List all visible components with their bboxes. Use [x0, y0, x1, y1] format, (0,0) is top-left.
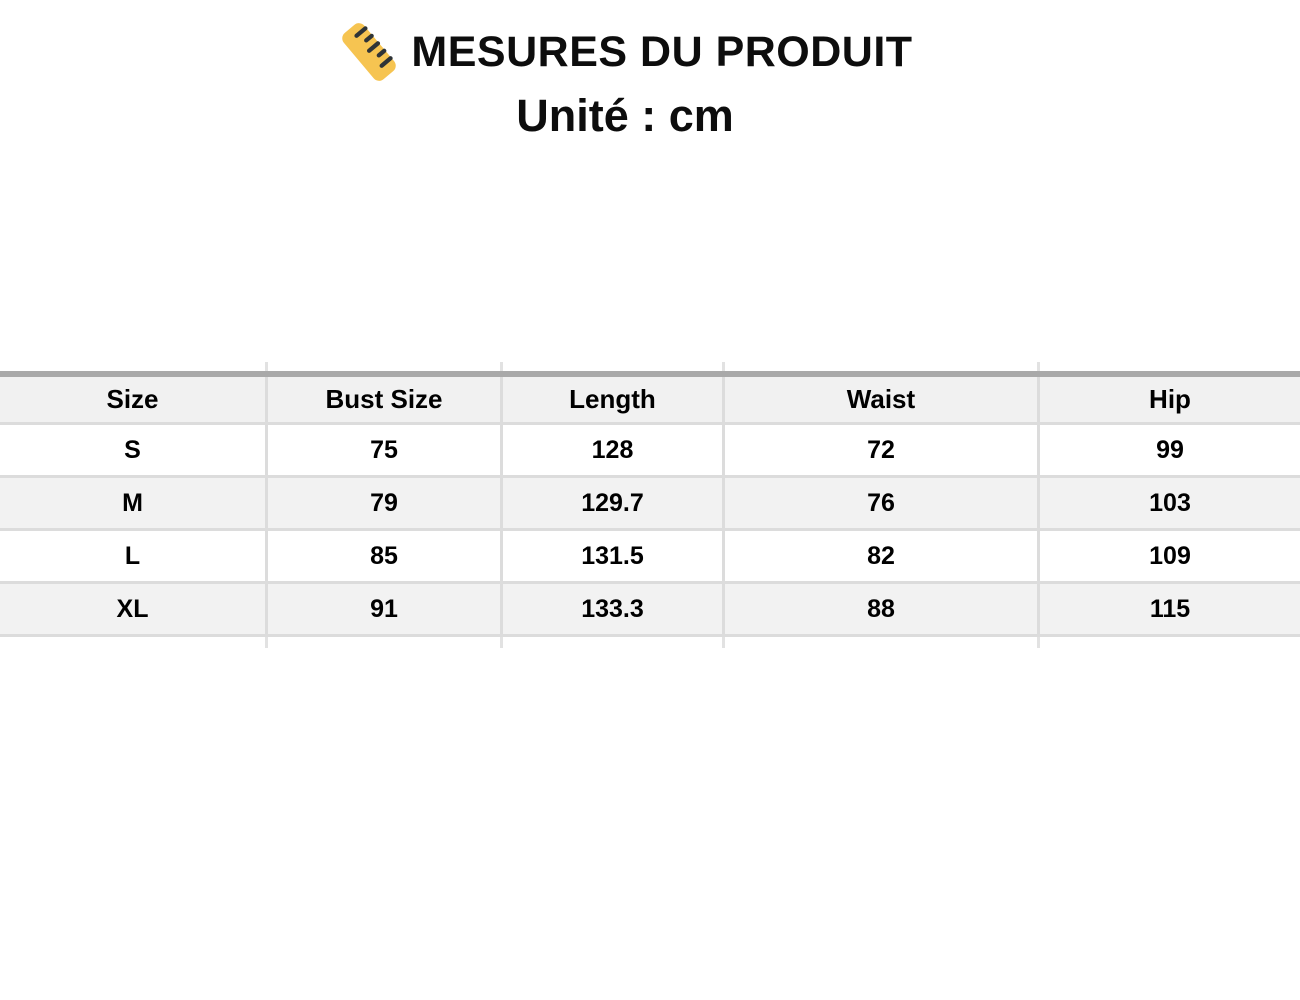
cell-waist: 76 — [722, 478, 1037, 528]
table-row-m: M 79 129.7 76 103 — [0, 478, 1300, 531]
cell-bust: 85 — [265, 531, 500, 581]
cell-length: 129.7 — [500, 478, 722, 528]
header-cell-waist: Waist — [722, 377, 1037, 422]
cell-waist: 72 — [722, 425, 1037, 475]
cell-bust: 79 — [265, 478, 500, 528]
cell-length: 133.3 — [500, 584, 722, 634]
cell-hip: 103 — [1037, 478, 1300, 528]
cell-length: 128 — [500, 425, 722, 475]
table-row-xl: XL 91 133.3 88 115 — [0, 584, 1300, 637]
cell-hip: 115 — [1037, 584, 1300, 634]
table-top-border — [0, 371, 1300, 377]
cell-waist: 82 — [722, 531, 1037, 581]
page-title: MESURES DU PRODUIT — [0, 20, 1275, 84]
cell-bust: 91 — [265, 584, 500, 634]
cell-size: XL — [116, 594, 149, 623]
header-cell-size: Size — [106, 384, 159, 414]
cell-hip: 109 — [1037, 531, 1300, 581]
cell-bust: 75 — [265, 425, 500, 475]
table-row-l: L 85 131.5 82 109 — [0, 531, 1300, 584]
size-table: Size Bust Size Length Waist Hip S 75 128… — [0, 362, 1300, 648]
table-cropped-row-top — [0, 362, 1300, 371]
cell-size: M — [122, 488, 143, 517]
table-header-row: Size Bust Size Length Waist Hip — [0, 377, 1300, 425]
header-cell-length: Length — [500, 377, 722, 422]
table-row-s: S 75 128 72 99 — [0, 425, 1300, 478]
ruler-icon — [337, 20, 401, 84]
header-cell-hip: Hip — [1037, 377, 1300, 422]
cell-length: 131.5 — [500, 531, 722, 581]
cell-size: S — [124, 435, 141, 464]
unit-subtitle: Unité : cm — [516, 90, 734, 141]
cell-waist: 88 — [722, 584, 1037, 634]
cell-size: L — [124, 541, 141, 570]
page-title-text: MESURES DU PRODUIT — [411, 27, 913, 76]
title-block: MESURES DU PRODUIT Unité : cm — [0, 20, 1275, 140]
header-cell-bust-size: Bust Size — [265, 377, 500, 422]
table-cropped-row-bottom — [0, 637, 1300, 648]
cell-hip: 99 — [1037, 425, 1300, 475]
